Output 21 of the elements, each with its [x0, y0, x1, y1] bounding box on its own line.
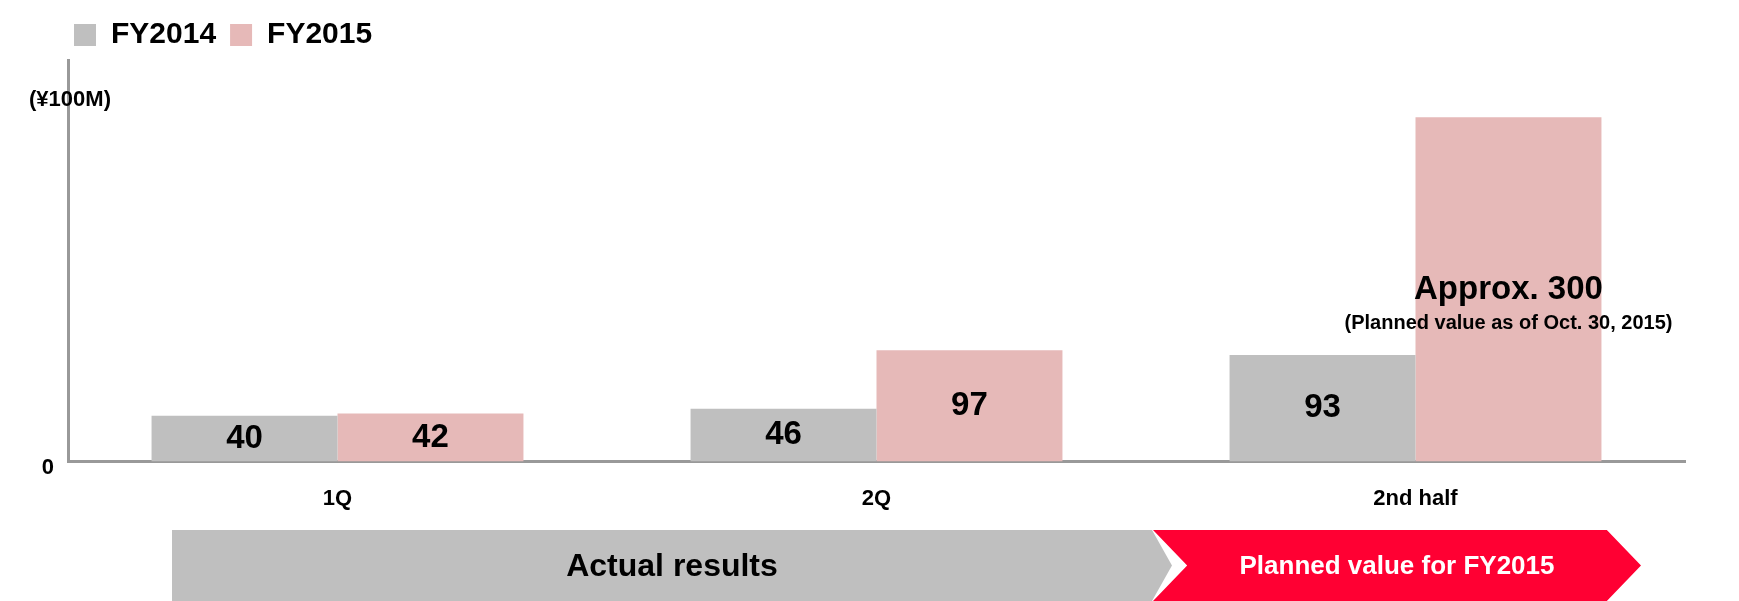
bar — [690, 408, 877, 462]
legend-label: FY2015 — [267, 16, 373, 50]
legend-label: FY2014 — [111, 16, 217, 50]
bar — [151, 415, 338, 462]
arrow-banner: Planned value for FY2015 — [1153, 530, 1641, 601]
data-label: Approx. 300 — [1414, 268, 1603, 306]
bar — [337, 413, 524, 462]
bar — [876, 350, 1063, 462]
data-label: 40 — [226, 417, 263, 455]
x-tick-label: 2Q — [861, 484, 892, 510]
data-label: 93 — [1304, 387, 1341, 425]
x-tick-label: 2nd half — [1373, 484, 1459, 510]
annotation: (Planned value as of Oct. 30, 2015) — [1344, 311, 1673, 333]
arrow-banner: Actual results — [172, 530, 1172, 601]
x-tick-label: 1Q — [322, 484, 353, 510]
text: 0 — [41, 453, 54, 479]
data-label: 46 — [765, 414, 802, 452]
bar — [1229, 354, 1416, 462]
data-label: 97 — [951, 385, 988, 423]
y-axis-title: (¥100M) — [29, 86, 111, 112]
data-label: 42 — [412, 416, 449, 454]
